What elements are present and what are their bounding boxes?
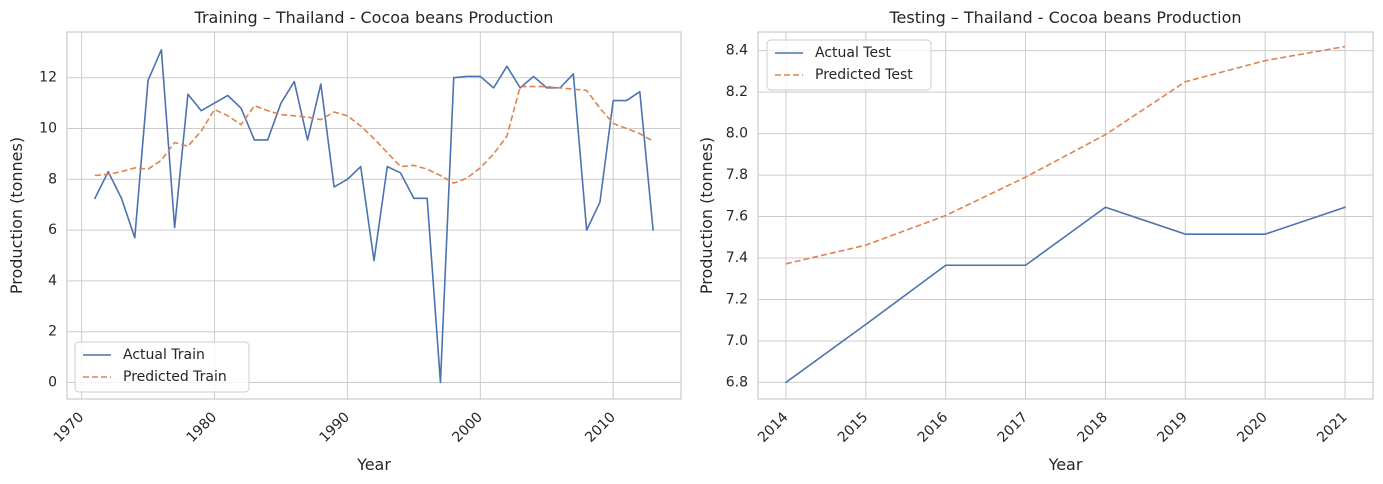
- series-line-predicted-train: [94, 85, 654, 184]
- training-legend-box: [74, 341, 250, 393]
- testing-y-tick-label: 7.4: [726, 250, 748, 266]
- series-line-actual-test: [785, 206, 1346, 384]
- testing-x-tick-label: 2021: [1314, 409, 1351, 446]
- legend-predicted-train-label: Predicted Train: [123, 369, 227, 385]
- testing-x-tick-label: 2016: [915, 409, 952, 446]
- testing-x-tick-label: 2015: [835, 409, 872, 446]
- legend-predicted-test-label: Predicted Test: [815, 67, 913, 83]
- legend-actual-train-label: Actual Train: [123, 347, 205, 363]
- training-x-axis-label: Year: [356, 455, 391, 474]
- testing-y-tick-label: 8.0: [726, 126, 748, 142]
- series-line-predicted-test: [785, 45, 1346, 265]
- testing-plot-frame: [757, 31, 1374, 400]
- training-x-tick-label: 1990: [317, 409, 354, 446]
- testing-y-tick-label: 6.8: [726, 374, 748, 390]
- legend-actual-test-label: Actual Test: [815, 45, 891, 61]
- testing-x-tick-label: 2020: [1234, 409, 1271, 446]
- testing-y-tick-label: 7.0: [726, 333, 748, 349]
- testing-series: [785, 45, 1346, 384]
- training-x-tick-label: 2000: [449, 409, 486, 446]
- testing-chart: 2014 2015 2016 2017 2018 2019 2020 2021 6.8 7.0 7.…: [697, 8, 1374, 474]
- testing-legend: Actual Test Predicted Test: [766, 39, 932, 91]
- testing-x-axis-label: Year: [1048, 455, 1083, 474]
- testing-ticks: 2014 2015 2016 2017 2018 2019 2020 2021 6.8 7.0 7.…: [726, 43, 1351, 446]
- training-x-tick-label: 1980: [184, 409, 221, 446]
- training-y-tick-label: 12: [39, 70, 57, 86]
- training-chart: 1970 1980 1990 2000 2010 0 2 4 6 8 10 12 Training –…: [7, 8, 682, 474]
- testing-y-tick-label: 8.2: [726, 84, 748, 100]
- training-plot-frame: [66, 31, 682, 400]
- series-line-actual-train: [94, 48, 654, 384]
- training-x-tick-label: 2010: [582, 409, 619, 446]
- testing-y-axis-label: Production (tonnes): [697, 137, 716, 294]
- training-y-tick-label: 6: [48, 222, 57, 238]
- training-chart-title: Training – Thailand - Cocoa beans Produc…: [194, 8, 554, 27]
- testing-y-tick-label: 7.8: [726, 167, 748, 183]
- training-y-tick-label: 2: [48, 324, 57, 340]
- training-legend: Actual Train Predicted Train: [74, 341, 250, 393]
- testing-chart-title: Testing – Thailand - Cocoa beans Product…: [888, 8, 1241, 27]
- testing-y-tick-label: 7.6: [726, 209, 748, 225]
- training-y-tick-label: 0: [48, 374, 57, 390]
- testing-x-tick-label: 2019: [1154, 409, 1191, 446]
- testing-y-tick-label: 8.4: [726, 43, 748, 59]
- training-x-tick-label: 1970: [51, 409, 88, 446]
- testing-y-tick-label: 7.2: [726, 291, 748, 307]
- testing-x-tick-label: 2018: [1075, 409, 1112, 446]
- training-y-tick-label: 10: [39, 121, 57, 137]
- training-y-axis-label: Production (tonnes): [7, 137, 26, 294]
- training-y-tick-label: 8: [48, 171, 57, 187]
- training-series: [94, 48, 654, 384]
- training-y-tick-label: 4: [48, 273, 57, 289]
- testing-legend-box: [766, 39, 932, 91]
- testing-x-tick-label: 2017: [995, 409, 1032, 446]
- testing-x-tick-label: 2014: [755, 409, 792, 446]
